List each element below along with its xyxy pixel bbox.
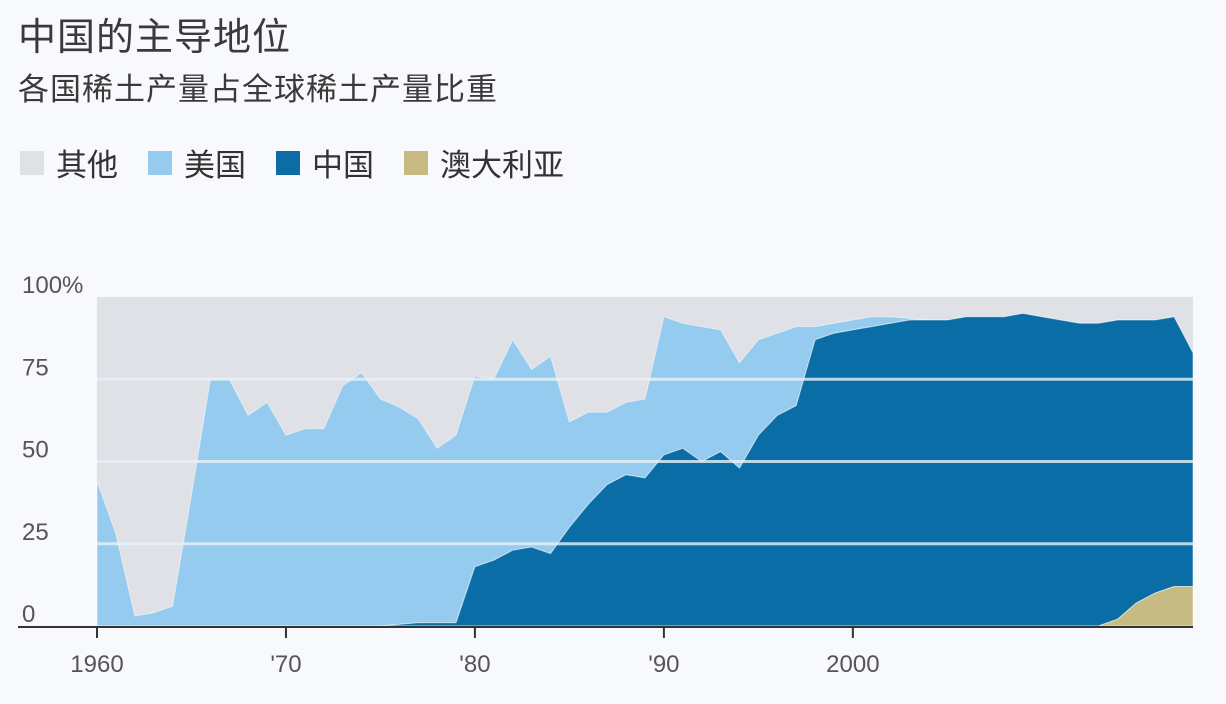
y-tick-label: 100% [22,272,83,299]
y-tick-label: 50 [22,437,49,464]
watermark-cover [928,628,1098,692]
legend-swatch-china [276,150,300,175]
x-tick-label: 1960 [70,651,123,678]
legend-swatch-usa [148,150,172,175]
x-tick-label: '80 [459,651,490,678]
legend-item-other: 其他 [20,140,118,185]
legend: 其他 美国 中国 澳大利亚 [20,140,594,185]
y-tick-label: 0 [22,601,35,628]
chart-title: 中国的主导地位 [18,15,292,59]
chart-subtitle: 各国稀土产量占全球稀土产量比重 [18,72,498,108]
legend-label-usa: 美国 [184,148,246,184]
legend-label-china: 中国 [312,148,374,184]
legend-item-australia: 澳大利亚 [404,140,564,185]
legend-item-china: 中国 [276,140,374,185]
legend-item-usa: 美国 [148,140,246,185]
legend-label-other: 其他 [56,148,118,184]
x-tick-label: 2000 [826,651,879,678]
legend-swatch-other [20,150,44,175]
x-tick-label: '90 [648,651,679,678]
legend-label-australia: 澳大利亚 [440,148,564,184]
y-tick-label: 75 [22,354,49,381]
y-tick-label: 25 [22,519,49,546]
legend-swatch-australia [404,150,428,175]
x-tick-label: '70 [270,651,301,678]
